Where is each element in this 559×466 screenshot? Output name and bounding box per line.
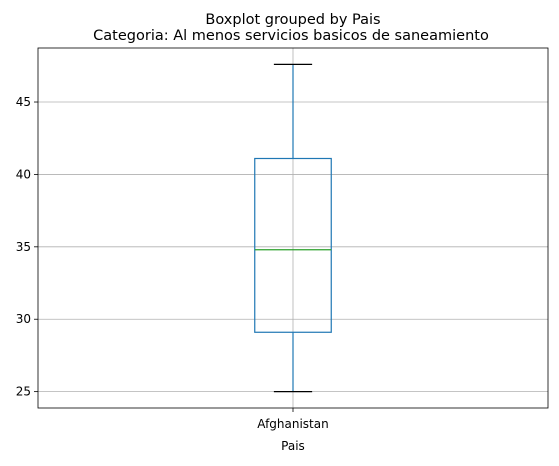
chart-title: Categoria: Al menos servicios basicos de… xyxy=(93,28,489,44)
x-tick-label: Afghanistan xyxy=(257,417,328,431)
y-tick-label: 45 xyxy=(16,95,31,109)
y-tick-label: 40 xyxy=(16,167,31,181)
y-tick-label: 25 xyxy=(16,385,31,399)
chart-suptitle: Boxplot grouped by Pais xyxy=(205,12,380,28)
plot-area: 25 30 35 40 45 Afghanistan xyxy=(16,48,548,431)
x-axis-label: Pais xyxy=(281,439,305,453)
y-tick-label: 30 xyxy=(16,312,31,326)
y-tick-label: 35 xyxy=(16,240,31,254)
